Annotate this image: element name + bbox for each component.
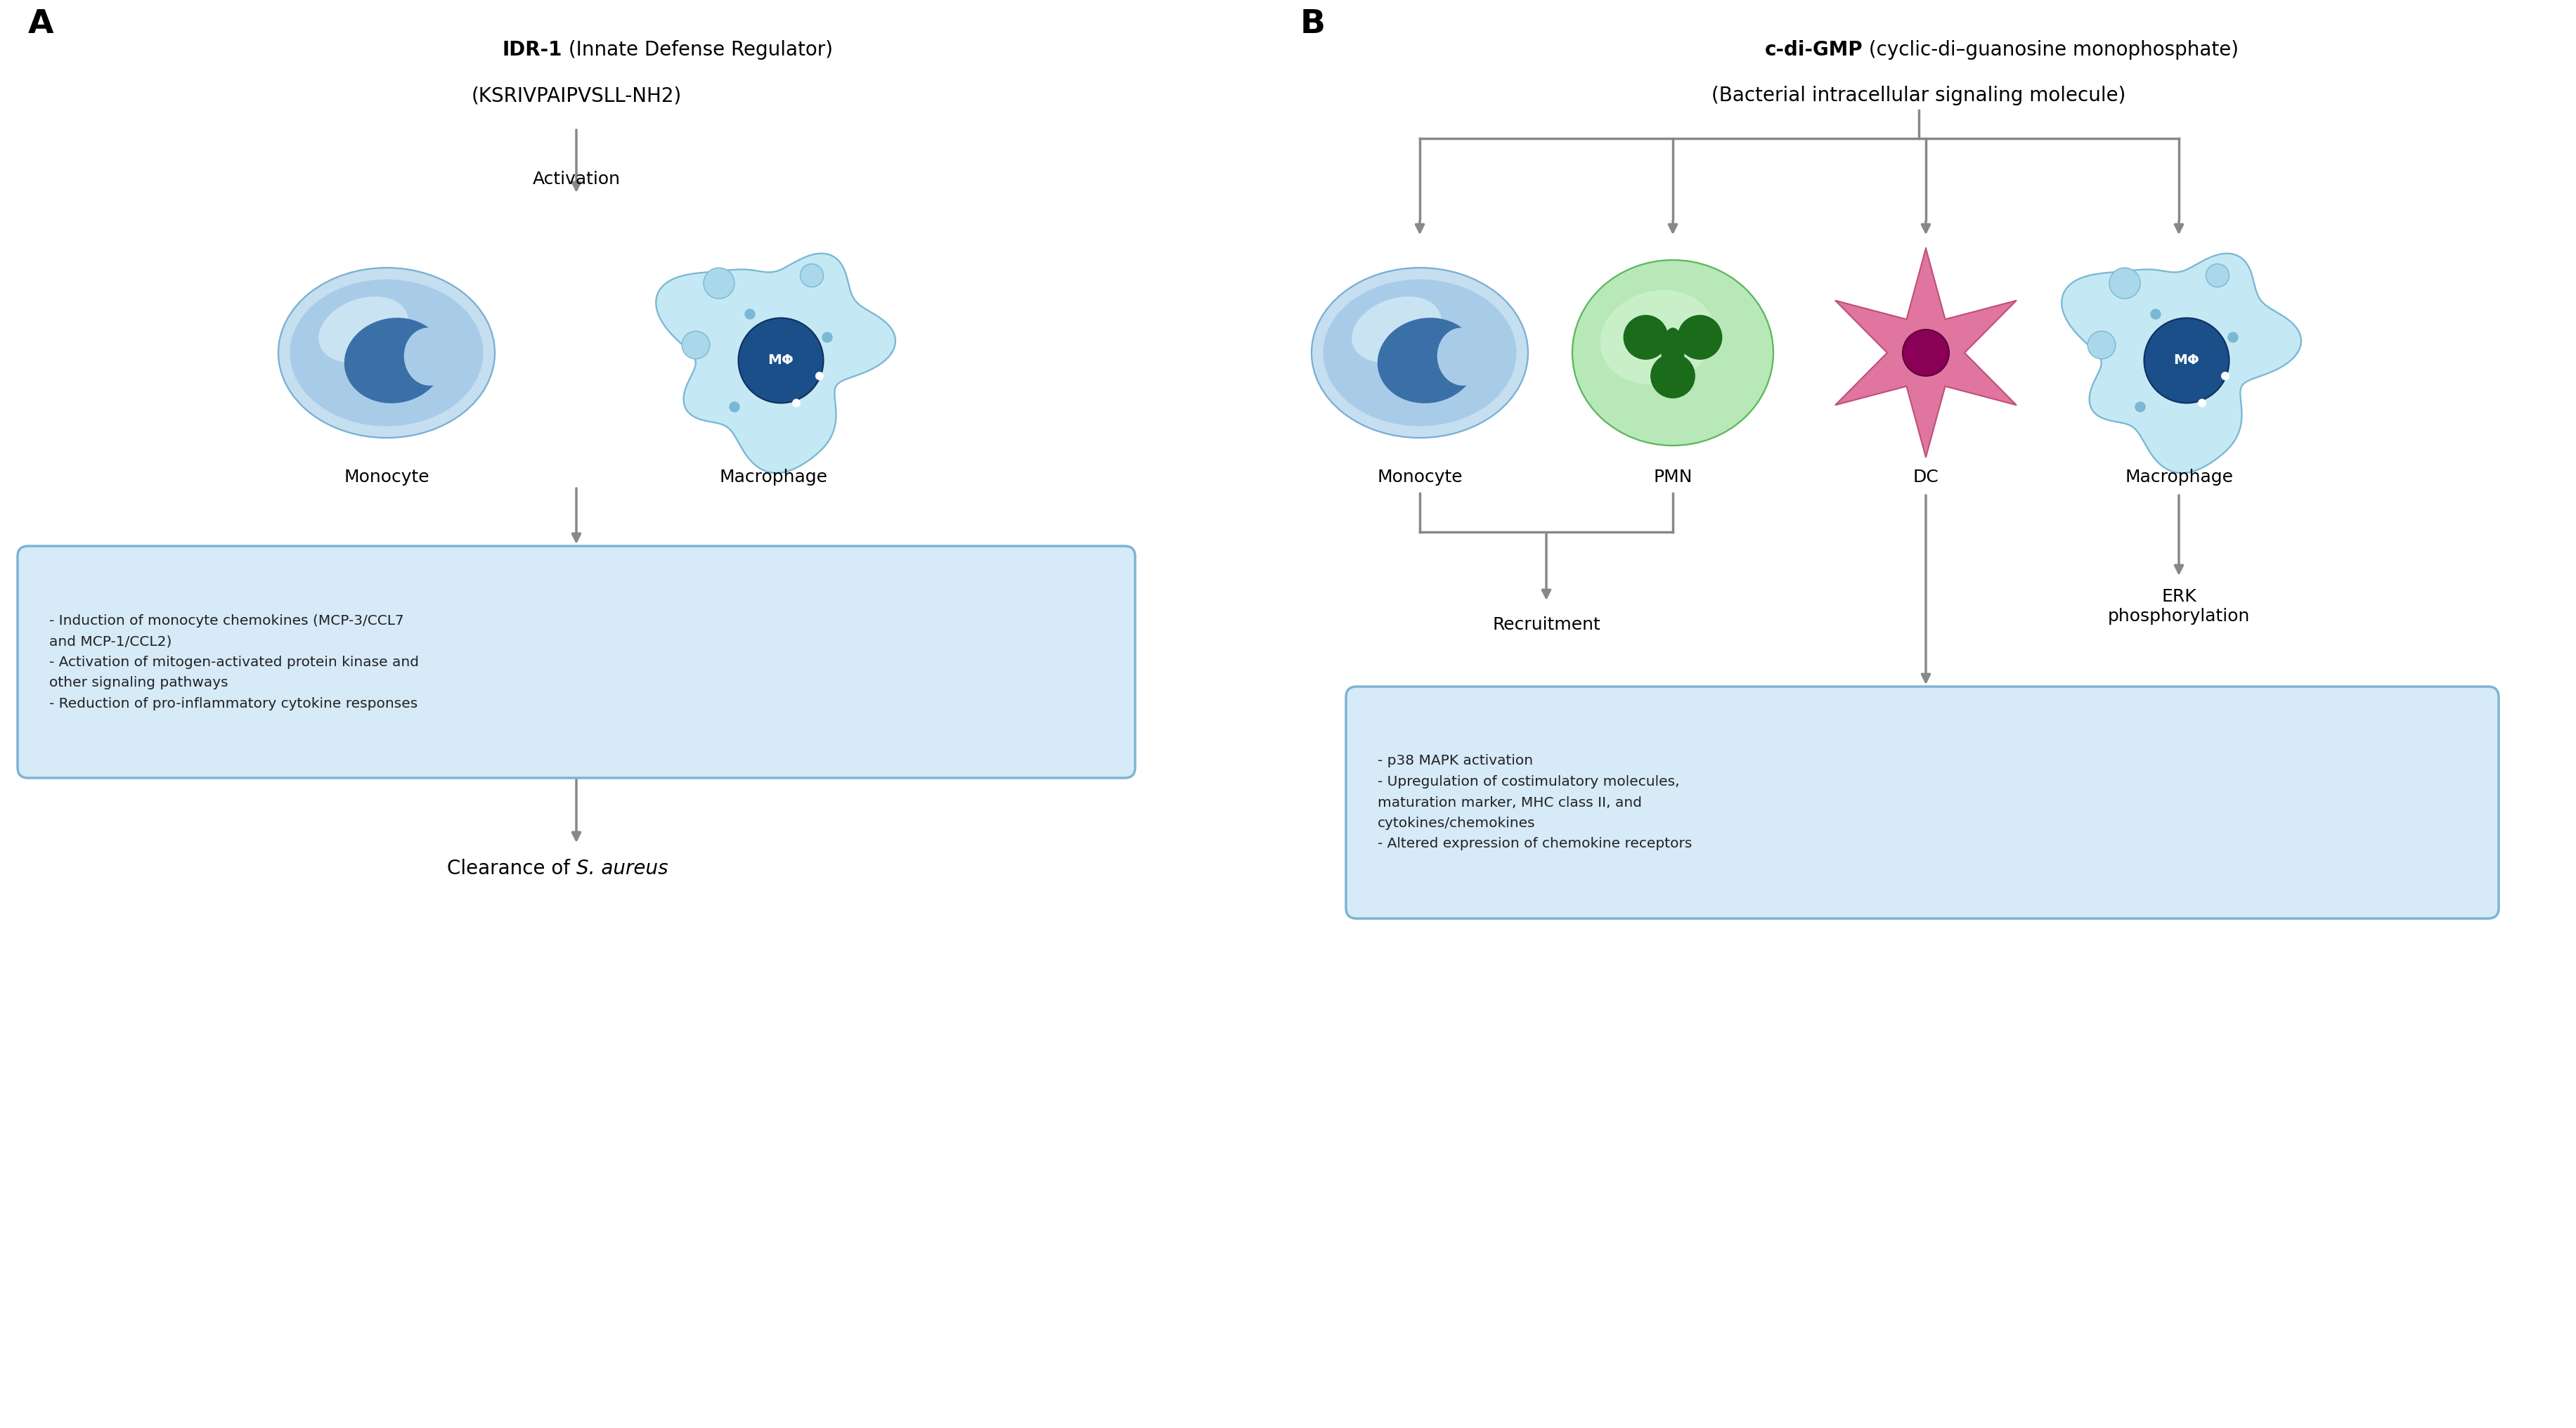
Text: (Bacterial intracellular signaling molecule): (Bacterial intracellular signaling molec… [1710,86,2125,106]
Text: Activation: Activation [533,171,621,187]
Circle shape [683,331,708,358]
Ellipse shape [345,318,443,403]
Text: (KSRIVPAIPVSLL-NH2): (KSRIVPAIPVSLL-NH2) [471,86,680,106]
Text: (cyclic-di–guanosine monophosphate): (cyclic-di–guanosine monophosphate) [1862,40,2239,60]
Circle shape [2221,371,2228,380]
Circle shape [814,371,824,380]
Text: Monocyte: Monocyte [343,468,430,486]
Circle shape [739,318,824,403]
Text: DC: DC [1911,468,1937,486]
Ellipse shape [291,280,484,426]
Circle shape [2228,331,2239,343]
Ellipse shape [1571,260,1772,446]
Circle shape [2136,401,2146,413]
Ellipse shape [1437,327,1486,386]
Circle shape [2087,331,2115,358]
Ellipse shape [1311,268,1528,438]
Circle shape [801,264,824,287]
Ellipse shape [404,327,453,386]
Ellipse shape [1378,318,1476,403]
Ellipse shape [1662,327,1685,378]
Polygon shape [1834,248,2014,457]
Text: A: A [28,9,54,40]
Ellipse shape [319,297,407,363]
Circle shape [703,268,734,298]
Circle shape [2151,308,2161,320]
Ellipse shape [1677,316,1721,360]
Text: MΦ: MΦ [768,354,793,367]
Text: c-di-GMP: c-di-GMP [1765,40,1862,60]
Polygon shape [657,253,896,473]
Text: Monocyte: Monocyte [1376,468,1463,486]
Ellipse shape [278,268,495,438]
FancyBboxPatch shape [1345,687,2499,918]
Ellipse shape [1600,290,1713,384]
Ellipse shape [1651,354,1695,398]
Text: ERK
phosphorylation: ERK phosphorylation [2107,588,2249,624]
Circle shape [822,331,832,343]
Circle shape [2205,264,2228,287]
Text: - Induction of monocyte chemokines (MCP-3/CCL7
and MCP-1/CCL2)
- Activation of m: - Induction of monocyte chemokines (MCP-… [49,614,420,710]
Ellipse shape [1324,280,1517,426]
Circle shape [2143,318,2228,403]
Circle shape [1901,330,1947,376]
Text: B: B [1301,9,1324,40]
Circle shape [729,401,739,413]
Ellipse shape [1623,316,1667,360]
Text: Recruitment: Recruitment [1492,617,1600,633]
Ellipse shape [1352,297,1440,363]
Text: - p38 MAPK activation
- Upregulation of costimulatory molecules,
maturation mark: - p38 MAPK activation - Upregulation of … [1378,754,1692,851]
Text: Macrophage: Macrophage [719,468,827,486]
Text: S. aureus: S. aureus [577,858,667,878]
Circle shape [2197,398,2205,407]
Text: (Innate Defense Regulator): (Innate Defense Regulator) [562,40,832,60]
Text: Clearance of: Clearance of [448,858,577,878]
Text: Macrophage: Macrophage [2125,468,2233,486]
FancyBboxPatch shape [18,545,1136,778]
Circle shape [744,308,755,320]
Circle shape [2110,268,2141,298]
Polygon shape [2061,253,2300,473]
Text: MΦ: MΦ [2174,354,2200,367]
Circle shape [791,398,801,407]
Text: IDR-1: IDR-1 [502,40,562,60]
Text: PMN: PMN [1654,468,1692,486]
